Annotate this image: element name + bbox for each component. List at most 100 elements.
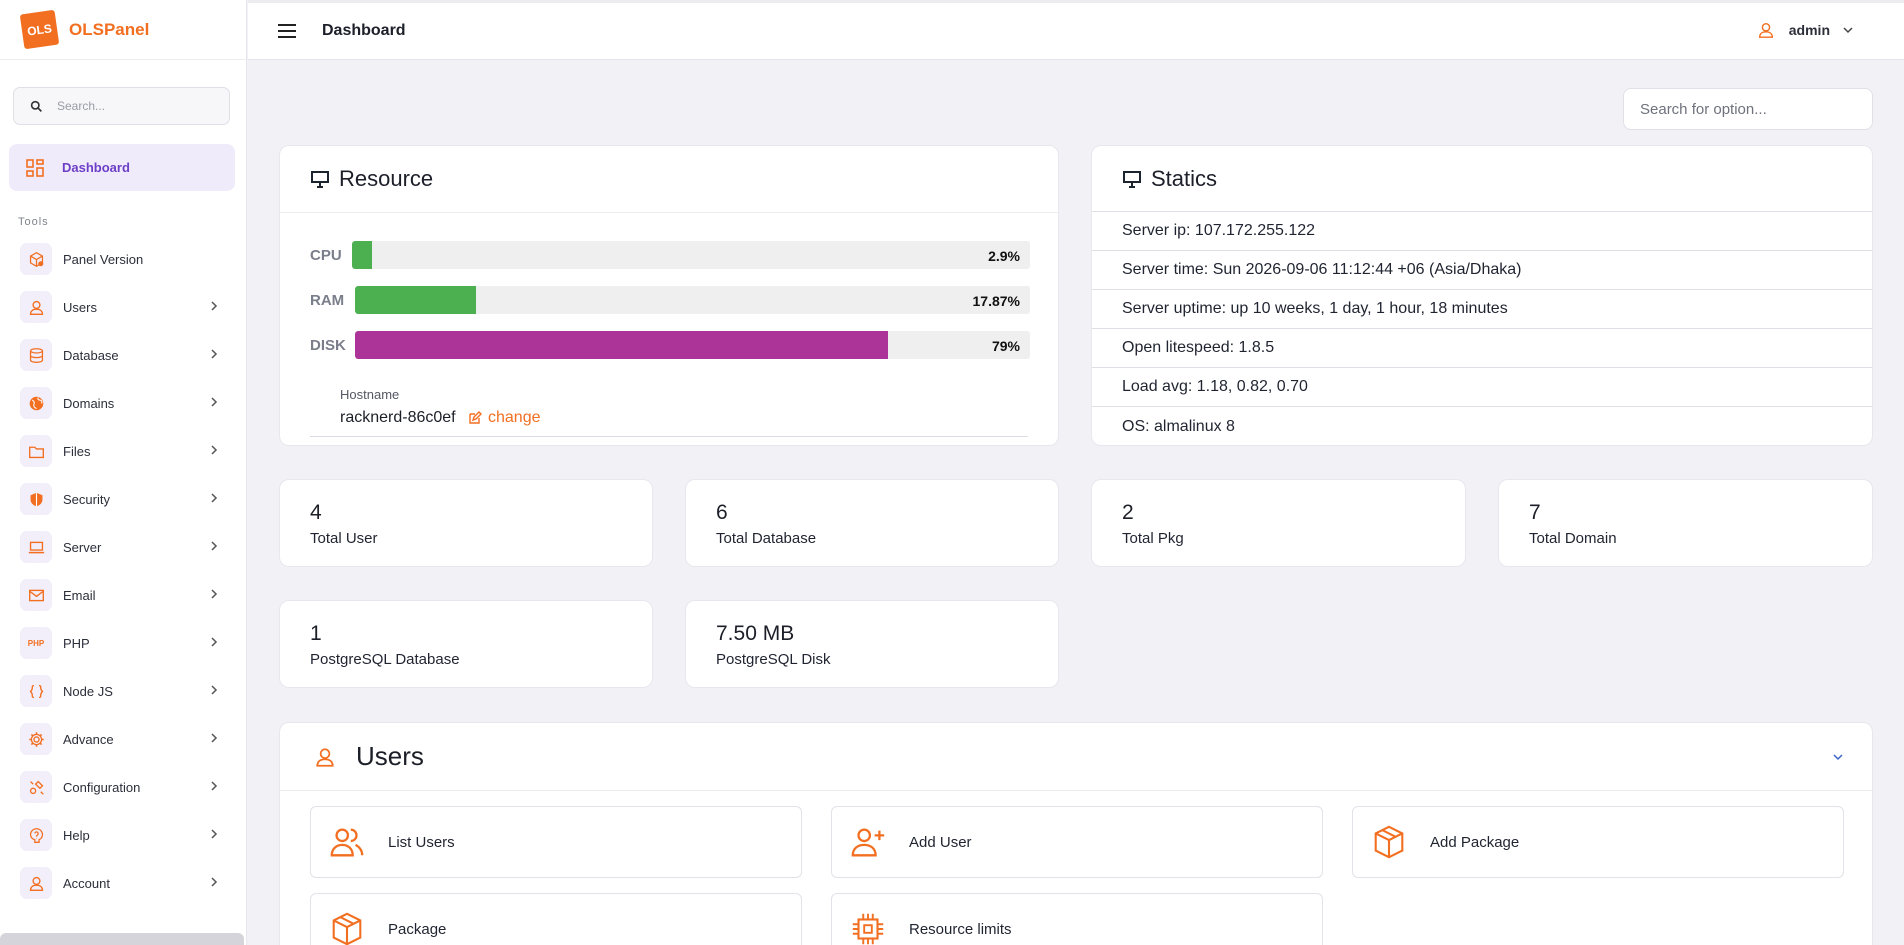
sidebar-item-security[interactable]: Security <box>0 475 246 523</box>
edit-icon <box>469 411 482 424</box>
chevron-right-icon <box>211 733 218 743</box>
stat-total-database[interactable]: 6 Total Database <box>685 479 1059 567</box>
action-add-user[interactable]: Add User <box>831 806 1323 878</box>
sidebar-item-nodejs[interactable]: Node JS <box>0 667 246 715</box>
sidebar-item-account[interactable]: Account <box>0 859 246 907</box>
chevron-right-icon <box>211 589 218 599</box>
hostname-change-link[interactable]: change <box>468 409 541 427</box>
stat-value: 4 <box>310 501 322 524</box>
chevron-right-icon <box>211 493 218 503</box>
mail-icon <box>28 589 44 601</box>
stat-label: PostgreSQL Database <box>310 651 460 668</box>
action-label: Add User <box>909 833 972 851</box>
sidebar-item-email[interactable]: Email <box>0 571 246 619</box>
sidebar-item-label: Help <box>63 827 90 843</box>
disk-row: DISK 79% <box>310 331 1030 359</box>
gear-icon <box>28 731 44 747</box>
sidebar-item-help[interactable]: Help <box>0 811 246 859</box>
sidebar-item-label: Node JS <box>63 683 113 699</box>
action-label: List Users <box>388 833 455 851</box>
action-resource-limits[interactable]: Resource limits <box>831 893 1323 945</box>
chevron-right-icon <box>211 301 218 311</box>
users-section-header[interactable]: Users <box>280 723 1872 791</box>
sidebar-item-label: Configuration <box>63 779 141 795</box>
php-icon: PHP <box>27 638 45 648</box>
sidebar-item-label: Panel Version <box>63 251 144 267</box>
sidebar-item-configuration[interactable]: Configuration <box>0 763 246 811</box>
cpu-bar-fill <box>352 241 372 269</box>
user-icon <box>316 747 334 767</box>
sidebar-section-title: Tools <box>18 216 49 228</box>
search-icon <box>30 100 42 112</box>
chevron-right-icon <box>211 877 218 887</box>
action-add-package[interactable]: Add Package <box>1352 806 1844 878</box>
users-icon <box>330 828 364 857</box>
brand[interactable]: OLS OLSPanel <box>0 0 246 60</box>
chevron-down-icon[interactable] <box>1832 751 1844 763</box>
resource-title: Resource <box>339 166 434 191</box>
sidebar-item-advance[interactable]: Advance <box>0 715 246 763</box>
help-icon <box>29 827 43 843</box>
hostname-value: racknerd-86c0ef <box>340 409 456 426</box>
stat-label: Total User <box>310 530 378 547</box>
sidebar-item-database[interactable]: Database <box>0 331 246 379</box>
users-section: Users List Users Add User Add Package Pa… <box>279 722 1873 945</box>
package-icon <box>332 912 362 945</box>
option-search-input[interactable] <box>1623 88 1873 130</box>
user-icon <box>1758 22 1773 38</box>
ram-percent: 17.87% <box>972 293 1020 309</box>
stat-value: 1 <box>310 622 322 645</box>
dashboard-icon <box>26 158 44 177</box>
stat-postgresql-disk[interactable]: 7.50 MB PostgreSQL Disk <box>685 600 1059 688</box>
sidebar-item-label: Domains <box>63 395 115 411</box>
sidebar-item-panel-version[interactable]: Panel Version <box>0 235 246 283</box>
cpu-row: CPU 2.9% <box>310 241 1030 269</box>
stat-total-pkg[interactable]: 2 Total Pkg <box>1091 479 1466 567</box>
stat-label: Total Domain <box>1529 530 1617 547</box>
sidebar-item-php[interactable]: PHP PHP <box>0 619 246 667</box>
sidebar-item-files[interactable]: Files <box>0 427 246 475</box>
resource-card-header: Resource <box>280 146 1058 213</box>
load-avg: Load avg: 1.18, 0.82, 0.70 <box>1092 368 1872 407</box>
sidebar-scrollbar[interactable] <box>0 933 244 945</box>
sidebar-item-label: Email <box>63 587 96 603</box>
stat-value: 7 <box>1529 501 1541 524</box>
username: admin <box>1788 22 1830 38</box>
sidebar-item-domains[interactable]: Domains <box>0 379 246 427</box>
stat-label: Total Pkg <box>1122 530 1184 547</box>
disk-percent: 79% <box>991 338 1020 354</box>
menu-icon[interactable] <box>278 24 296 38</box>
chevron-right-icon <box>211 445 218 455</box>
resource-label: DISK <box>310 336 346 354</box>
action-label: Add Package <box>1430 833 1520 851</box>
shield-icon <box>30 492 42 506</box>
sidebar-item-dashboard[interactable]: Dashboard <box>9 144 235 191</box>
sidebar-nav: Panel Version Users Database Domains Fil… <box>0 235 246 907</box>
os-info: OS: almalinux 8 <box>1122 417 1235 435</box>
action-label: Package <box>388 920 447 938</box>
sidebar-item-label: Dashboard <box>62 160 130 175</box>
chevron-right-icon <box>211 397 218 407</box>
stat-total-user[interactable]: 4 Total User <box>279 479 653 567</box>
action-package[interactable]: Package <box>310 893 802 945</box>
sidebar-item-server[interactable]: Server <box>0 523 246 571</box>
user-icon <box>29 300 43 315</box>
user-menu[interactable]: admin <box>1757 21 1854 39</box>
cpu-percent: 2.9% <box>988 248 1020 264</box>
stat-value: 7.50 MB <box>716 622 795 645</box>
sidebar-item-label: Files <box>63 443 91 459</box>
stat-postgresql-database[interactable]: 1 PostgreSQL Database <box>279 600 653 688</box>
sidebar-item-users[interactable]: Users <box>0 283 246 331</box>
stat-value: 6 <box>716 501 728 524</box>
sidebar-item-label: Advance <box>63 731 114 747</box>
sidebar-item-label: Database <box>63 347 119 363</box>
action-list-users[interactable]: List Users <box>310 806 802 878</box>
sidebar-search-input[interactable] <box>57 99 207 113</box>
action-label: Resource limits <box>909 920 1012 938</box>
package-icon <box>1374 825 1404 859</box>
stat-total-domain[interactable]: 7 Total Domain <box>1498 479 1873 567</box>
chevron-right-icon <box>211 685 218 695</box>
monitor-icon <box>311 171 329 188</box>
chevron-right-icon <box>211 829 218 839</box>
chevron-right-icon <box>211 349 218 359</box>
